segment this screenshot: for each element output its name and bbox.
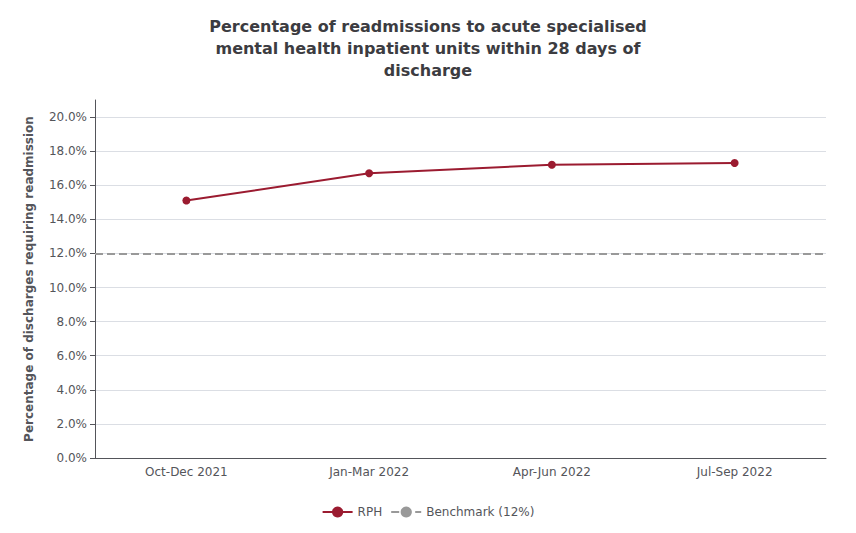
svg-text:16.0%: 16.0% bbox=[49, 178, 87, 192]
svg-text:12.0%: 12.0% bbox=[49, 246, 87, 260]
svg-text:discharge: discharge bbox=[384, 61, 472, 80]
svg-text:Percentage of readmissions to: Percentage of readmissions to acute spec… bbox=[209, 17, 647, 36]
svg-text:8.0%: 8.0% bbox=[57, 315, 88, 329]
svg-text:Percentage of discharges requi: Percentage of discharges requiring readm… bbox=[22, 116, 36, 442]
svg-text:Jan-Mar 2022: Jan-Mar 2022 bbox=[328, 465, 409, 479]
svg-text:18.0%: 18.0% bbox=[49, 144, 87, 158]
svg-text:10.0%: 10.0% bbox=[49, 281, 87, 295]
svg-text:2.0%: 2.0% bbox=[57, 417, 88, 431]
svg-text:Apr-Jun 2022: Apr-Jun 2022 bbox=[513, 465, 591, 479]
svg-text:0.0%: 0.0% bbox=[57, 451, 88, 465]
svg-text:20.0%: 20.0% bbox=[49, 110, 87, 124]
svg-text:14.0%: 14.0% bbox=[49, 212, 87, 226]
svg-text:Jul-Sep 2022: Jul-Sep 2022 bbox=[696, 465, 773, 479]
svg-text:Oct-Dec 2021: Oct-Dec 2021 bbox=[145, 465, 228, 479]
svg-text:Benchmark (12%): Benchmark (12%) bbox=[426, 505, 534, 519]
svg-text:RPH: RPH bbox=[358, 505, 383, 519]
svg-text:4.0%: 4.0% bbox=[57, 383, 88, 397]
svg-text:mental health inpatient units: mental health inpatient units within 28 … bbox=[215, 39, 641, 58]
svg-text:6.0%: 6.0% bbox=[57, 349, 88, 363]
